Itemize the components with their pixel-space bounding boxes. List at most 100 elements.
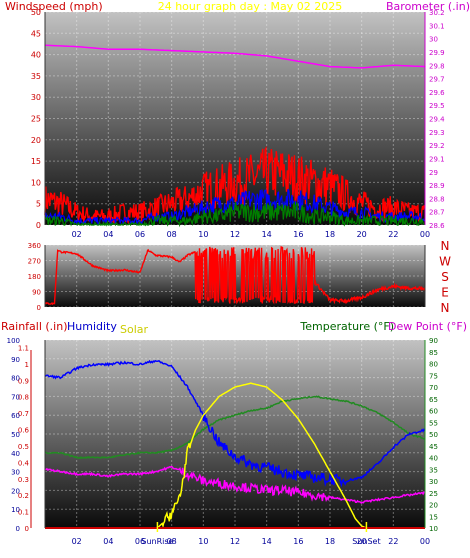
temperature-x-tick-label: 14 — [262, 537, 272, 546]
wind-y-tick-label: 20 — [31, 136, 41, 145]
direction-y-tick-label: 180 — [28, 273, 41, 281]
wind-low-line — [44, 200, 425, 228]
barometer-tick-label: 28.8 — [429, 195, 445, 203]
compass-label: N — [441, 301, 450, 315]
barometer-tick-label: 29.5 — [429, 102, 445, 110]
compass-label: N — [441, 239, 450, 253]
temperature-x-tick-label: 16 — [293, 537, 303, 546]
direction-line — [44, 245, 426, 306]
temperature-tick-label: 70 — [429, 384, 438, 392]
rain-tick-label: 1 — [25, 361, 29, 369]
rain-tick-label: 0.2 — [18, 492, 29, 500]
barometer-tick-label: 29.7 — [429, 76, 445, 84]
wind-y-tick-label: 25 — [31, 115, 41, 124]
temperature-grid — [45, 339, 426, 529]
barometer-tick-label: 29.2 — [429, 142, 445, 150]
rain-ylabel: Rainfall (.in) — [1, 320, 68, 333]
wind-x-tick-label: 10 — [198, 230, 208, 239]
temperature-x-tick-label: 02 — [72, 537, 82, 546]
wind-y-tick-label: 15 — [31, 157, 41, 166]
humidity-tick-label: 30 — [11, 469, 20, 477]
rain-tick-label: 0.8 — [18, 394, 29, 402]
temperature-tick-label: 40 — [429, 455, 438, 463]
wind-x-tick-label: 16 — [293, 230, 303, 239]
rain-tick-label: 0.6 — [18, 427, 30, 435]
direction-y-tick-label: 360 — [28, 242, 41, 250]
temperature-ylabel: Temperature (°F) — [299, 320, 394, 333]
humidity-ylabel: Humidity — [67, 320, 117, 333]
temperature-tick-label: 85 — [429, 349, 438, 357]
barometer-tick-label: 28.7 — [429, 209, 445, 217]
temperature-x-tick-label: 22 — [388, 537, 398, 546]
temperature-tick-label: 75 — [429, 372, 438, 380]
barometer-tick-label: 29.8 — [429, 62, 445, 70]
wind-x-tick-label: 04 — [103, 230, 113, 239]
barometer-ylabel: Barometer (.in) — [386, 0, 470, 13]
temperature-tick-label: 30 — [429, 478, 438, 486]
humidity-tick-label: 60 — [11, 412, 20, 420]
barometer-tick-label: 29.3 — [429, 129, 445, 137]
rain-tick-label: 0.7 — [18, 410, 29, 418]
temperature-tick-label: 65 — [429, 396, 438, 404]
barometer-tick-label: 29.1 — [429, 155, 445, 163]
temperature-tick-label: 35 — [429, 466, 438, 474]
barometer-line — [44, 44, 426, 69]
wind-x-tick-label: 12 — [230, 230, 240, 239]
temperature-plot-area — [45, 340, 425, 528]
barometer-tick-label: 30.2 — [429, 9, 445, 17]
temperature-tick-label: 50 — [429, 431, 438, 439]
dewpoint-ylabel: Dew Point (°F) — [388, 320, 467, 333]
humidity-tick-label: 0 — [16, 525, 20, 533]
sunrise-label: SunRise — [141, 537, 173, 546]
direction-series — [44, 245, 426, 306]
temperature-tick-label: 55 — [429, 419, 438, 427]
wind-x-tick-label: 18 — [325, 230, 335, 239]
barometer-tick-label: 30.1 — [429, 22, 445, 30]
temperature-series — [44, 359, 426, 529]
solar-ylabel: Solar — [120, 323, 149, 336]
wind-y-tick-label: 40 — [31, 51, 41, 60]
humidity-tick-label: 40 — [11, 450, 20, 458]
temperature-x-tick-label: 12 — [230, 537, 240, 546]
humidity-tick-label: 70 — [11, 393, 20, 401]
barometer-tick-label: 29.6 — [429, 89, 445, 97]
barometer-tick-label: 29.4 — [429, 116, 445, 124]
rain-tick-label: 0 — [25, 525, 29, 533]
temperature-x-tick-label: 06 — [135, 537, 145, 546]
wind-x-tick-label: 14 — [262, 230, 272, 239]
humidity-tick-label: 90 — [11, 356, 20, 364]
rain-tick-label: 0.4 — [18, 459, 30, 467]
humidity-tick-label: 100 — [7, 337, 20, 345]
temperature-tick-label: 90 — [429, 337, 438, 345]
direction-y-tick-label: 0 — [37, 304, 41, 312]
wind-y-tick-label: 35 — [31, 72, 41, 81]
humidity-tick-label: 10 — [11, 506, 20, 514]
wind-y-tick-label: 50 — [31, 8, 41, 17]
temperature-line — [44, 395, 426, 460]
wind-series — [44, 44, 426, 228]
temperature-tick-label: 45 — [429, 443, 438, 451]
wind-y-tick-label: 5 — [36, 200, 41, 209]
temperature-x-tick-label: 08 — [167, 537, 177, 546]
humidity-tick-label: 80 — [11, 375, 20, 383]
rain-tick-label: 0.3 — [18, 476, 29, 484]
temperature-x-tick-label: 10 — [198, 537, 208, 546]
rain-tick-label: 0.9 — [18, 377, 29, 385]
barometer-tick-label: 29.9 — [429, 49, 445, 57]
temperature-x-tick-label: 18 — [325, 537, 335, 546]
wind-y-tick-label: 30 — [31, 93, 41, 102]
wind-x-tick-label: 06 — [135, 230, 145, 239]
temperature-x-tick-label: 04 — [103, 537, 113, 546]
temperature-x-tick-label: 00 — [420, 537, 430, 546]
compass-label: S — [441, 270, 449, 284]
temperature-axes: 0 0.1 0.2 0.3 0.4 0.5 0.6 0.7 0.8 0.9 1 1.1 0 10 20 30 4… — [7, 337, 438, 546]
temperature-tick-label: 10 — [429, 525, 438, 533]
dewpoint-line — [44, 465, 426, 504]
chart-title: 24 hour graph day : May 02 2025 — [158, 0, 343, 13]
wind-x-tick-label: 02 — [72, 230, 82, 239]
humidity-tick-label: 20 — [11, 487, 20, 495]
barometer-tick-label: 28.6 — [429, 222, 445, 230]
compass-label: E — [441, 286, 449, 300]
temperature-tick-label: 80 — [429, 361, 438, 369]
